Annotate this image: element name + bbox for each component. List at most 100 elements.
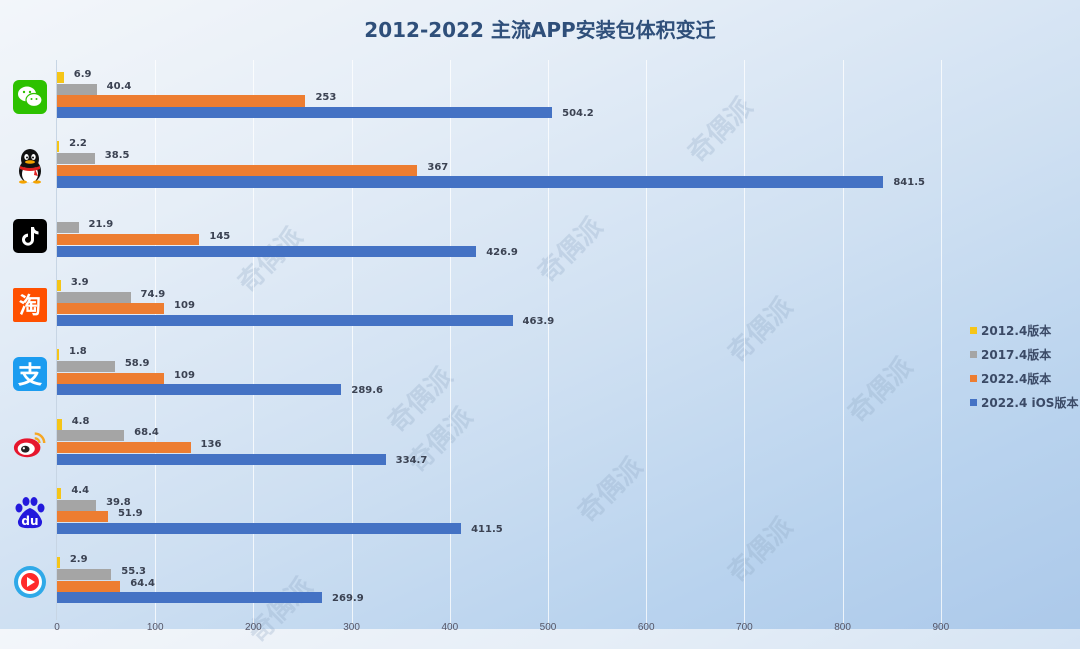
bar-qq-1 [57,153,95,165]
value-label: 289.6 [351,385,384,397]
value-label: 269.9 [332,593,364,605]
bar-taobao-2 [57,303,165,315]
legend: 2012.4版本 2017.4版本 2022.4版本 2022.4 iOS版本 [970,318,1078,414]
bar-baidu-2 [57,511,108,523]
x-tick-label: 600 [637,622,655,633]
bar-wechat-2 [57,95,306,107]
value-label: 58.9 [124,357,150,369]
value-label: 3.9 [70,276,89,288]
baidu-icon: du [12,494,48,532]
alipay-icon: 支 [12,355,48,393]
bar-taobao-3 [57,315,513,327]
value-label: 367 [427,161,449,173]
bar-weibo-0 [57,418,62,430]
value-label: 68.4 [134,427,159,439]
bar-douyin-3 [57,245,477,257]
bar-douyin-1 [57,222,79,234]
gridline [842,60,844,625]
bar-qq-2 [57,164,418,176]
gridline [155,60,157,625]
legend-item-2017: 2017.4版本 [970,342,1078,366]
value-label: 55.3 [121,565,146,577]
watermark-text: 奇偶派 [722,512,799,589]
x-tick-label: 100 [146,622,164,633]
bar-youku-3 [57,592,323,604]
bar-baidu-3 [57,522,462,535]
watermark-text: 奇偶派 [242,572,319,649]
value-label: 2.2 [69,138,87,150]
bar-douyin-2 [57,234,200,246]
x-tick-label: 700 [736,622,753,633]
value-label: 109 [174,300,195,312]
x-tick-label: 300 [343,622,360,633]
bar-weibo-2 [57,441,191,454]
bar-alipay-1 [57,360,115,373]
value-label: 21.9 [88,219,114,231]
watermark-text: 奇偶派 [722,292,799,369]
gridline [940,60,942,625]
bar-alipay-2 [57,372,165,384]
value-label: 38.5 [104,150,130,161]
x-tick-label: 800 [834,622,851,633]
gridline [548,60,549,625]
taobao-icon: 淘 [12,286,48,324]
bar-youku-2 [57,580,121,592]
value-label: 253 [315,92,337,104]
douyin-icon [12,217,48,255]
bar-qq-0 [57,141,60,153]
value-label: 1.8 [69,346,87,358]
gridline [449,60,451,625]
x-tick-label: 900 [932,622,950,633]
qq-penguin-icon [12,147,48,185]
bar-wechat-1 [57,83,97,95]
value-label: 426.9 [486,246,518,258]
bar-qq-3 [57,176,884,188]
watermark-text: 奇偶派 [232,222,309,299]
svg-text:支: 支 [18,361,43,389]
value-label: 6.9 [73,69,92,80]
wechat-icon [12,78,48,116]
value-label: 334.7 [395,454,428,466]
bar-weibo-3 [57,453,386,465]
watermark-text: 奇偶派 [382,362,459,439]
bar-baidu-0 [57,487,62,499]
bar-youku-1 [57,568,112,580]
svg-text:淘: 淘 [19,293,41,319]
value-label: 841.5 [893,177,925,189]
watermark-text: 奇偶派 [842,352,919,429]
chart-title: 2012-2022 主流APP安装包体积变迁 [364,18,716,42]
value-label: 39.8 [106,496,131,508]
video-play-icon [12,563,48,601]
value-label: 74.9 [140,288,166,300]
gridline [646,60,648,625]
value-label: 145 [209,231,231,242]
legend-swatch [970,350,977,358]
value-label: 2.9 [69,554,88,566]
weibo-icon [12,425,48,463]
value-label: 411.5 [471,523,503,535]
watermark-text: 奇偶派 [682,92,759,169]
value-label: 109 [174,369,195,381]
x-tick-label: 400 [441,622,459,633]
legend-item-2022: 2022.4版本 [970,366,1078,390]
value-label: 504.2 [562,108,594,120]
value-label: 136 [200,438,222,450]
value-label: 463.9 [522,316,555,327]
value-label: 4.4 [71,484,90,496]
bar-wechat-3 [57,107,553,119]
gridline [351,60,353,625]
watermark-text: 奇偶派 [572,452,649,529]
bar-weibo-1 [57,430,125,442]
bar-wechat-0 [57,72,64,84]
legend-swatch [970,326,977,334]
svg-text:du: du [21,514,38,528]
gridline [253,60,255,625]
legend-swatch [970,374,977,382]
bar-baidu-1 [57,499,97,511]
value-label: 51.9 [117,508,143,520]
bar-alipay-0 [57,349,59,361]
gridline [744,60,746,625]
y-axis-line [56,60,57,620]
legend-swatch [970,398,977,406]
legend-item-2012: 2012.4版本 [970,318,1078,342]
